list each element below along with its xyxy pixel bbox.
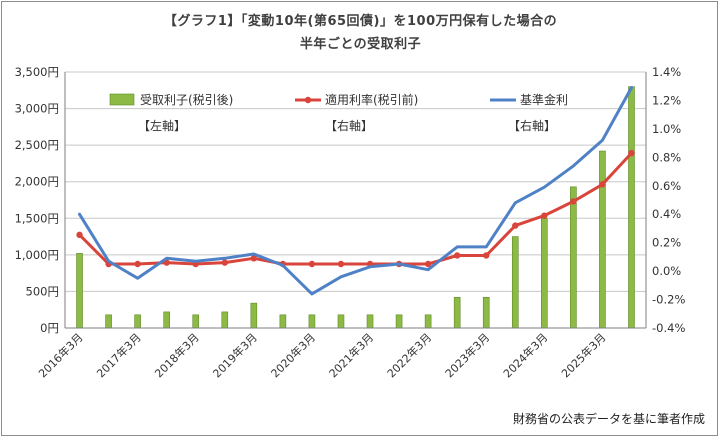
bar <box>366 314 374 329</box>
x-axis-tick-label: 2016年3月 <box>35 330 85 380</box>
left-axis-tick-label: 500円 <box>26 284 59 298</box>
left-axis-tick-label: 1,000円 <box>15 248 59 262</box>
bar <box>453 296 461 329</box>
bar <box>395 314 403 329</box>
data-point <box>76 231 83 239</box>
bar <box>163 311 170 329</box>
right-axis-tick-label: 0.4% <box>652 207 681 221</box>
data-point <box>541 212 548 219</box>
x-axis-tick-label: 2024年3月 <box>500 330 550 380</box>
x-axis-tick-label: 2019年3月 <box>210 330 260 380</box>
left-axis-tick-label: 2,000円 <box>15 175 59 189</box>
left-axis-tick-label: 2,500円 <box>15 138 59 152</box>
x-axis-tick-label: 2022年3月 <box>384 330 434 380</box>
bar <box>511 236 519 329</box>
data-point <box>628 149 635 157</box>
bar <box>628 86 635 329</box>
legend-axis-note: 【右軸】 <box>508 118 556 133</box>
legend-label: 基準金利 <box>520 92 568 107</box>
data-point <box>512 222 519 229</box>
x-axis-tick-label: 2020年3月 <box>268 330 318 380</box>
x-axis-tick-label: 2021年3月 <box>326 330 376 380</box>
legend-marker <box>304 96 312 104</box>
bar <box>541 217 548 329</box>
legend: 受取利子(税引後) 【左軸】 適用利率(税引前) 【右軸】 基準金利【右軸】 <box>109 92 568 133</box>
bar <box>250 302 258 329</box>
x-axis-tick-label: 2017年3月 <box>94 330 144 380</box>
left-axis-tick-label: 3,500円 <box>15 65 59 79</box>
chart-title-line1: 【グラフ1】「変動10年(第65回債)」を100万円保有した場合の <box>163 14 558 29</box>
data-point <box>483 252 490 259</box>
x-axis-tick-label: 2025年3月 <box>558 330 608 380</box>
data-point <box>221 259 228 266</box>
right-axis-tick-label: -0.4% <box>652 321 685 335</box>
source-note: 財務省の公表データを基に筆者作成 <box>512 412 705 426</box>
bar <box>308 314 316 329</box>
x-axis-tick-label: 2023年3月 <box>442 330 492 380</box>
legend-label: 受取利子(税引後) <box>140 93 233 107</box>
bar <box>599 150 606 329</box>
bar <box>192 314 200 329</box>
right-axis-tick-label: 0.6% <box>652 179 681 193</box>
legend-label: 適用利率(税引前) <box>325 92 418 107</box>
axes: 0円 500円 1,000円 1,500円 2,000円 2,500円 3,000円 3,50… <box>15 65 686 380</box>
right-axis-tick-label: 1.4% <box>652 65 681 79</box>
data-point <box>250 255 258 262</box>
x-axis-tick-label: 2018年3月 <box>152 330 202 380</box>
data-point <box>424 260 432 268</box>
data-point <box>453 252 461 259</box>
bar <box>221 311 229 329</box>
legend-axis-note: 【右軸】 <box>325 118 373 133</box>
right-axis-tick-label: 0.0% <box>652 264 681 278</box>
data-point <box>308 260 316 268</box>
right-axis-tick-label: -0.2% <box>652 293 685 307</box>
gridlines <box>65 71 646 329</box>
bar <box>482 296 490 329</box>
right-axis-tick-label: 0.8% <box>652 150 681 164</box>
data-point <box>599 181 606 188</box>
bar <box>570 186 577 329</box>
line-series <box>76 86 635 296</box>
left-axis-tick-label: 3,000円 <box>15 102 59 116</box>
bar <box>337 314 345 329</box>
bar <box>424 314 432 329</box>
left-axis-tick-label: 1,500円 <box>15 211 59 225</box>
bar <box>279 314 287 329</box>
left-axis-tick-label: 0円 <box>40 321 59 335</box>
bar <box>134 314 141 329</box>
legend-swatch-bar <box>109 93 135 106</box>
right-axis-tick-label: 1.2% <box>652 93 681 107</box>
data-point <box>134 260 141 268</box>
right-axis-tick-label: 0.2% <box>652 236 681 250</box>
data-point <box>570 198 577 205</box>
right-axis-tick-label: 1.0% <box>652 122 681 136</box>
chart-title-line2: 半年ごとの受取利子 <box>299 37 422 52</box>
bar <box>76 253 83 329</box>
legend-axis-note: 【左軸】 <box>138 118 186 133</box>
bar <box>105 314 112 329</box>
data-point <box>337 260 345 268</box>
line-base-rate <box>78 86 633 296</box>
line-applied-rate <box>78 151 633 266</box>
